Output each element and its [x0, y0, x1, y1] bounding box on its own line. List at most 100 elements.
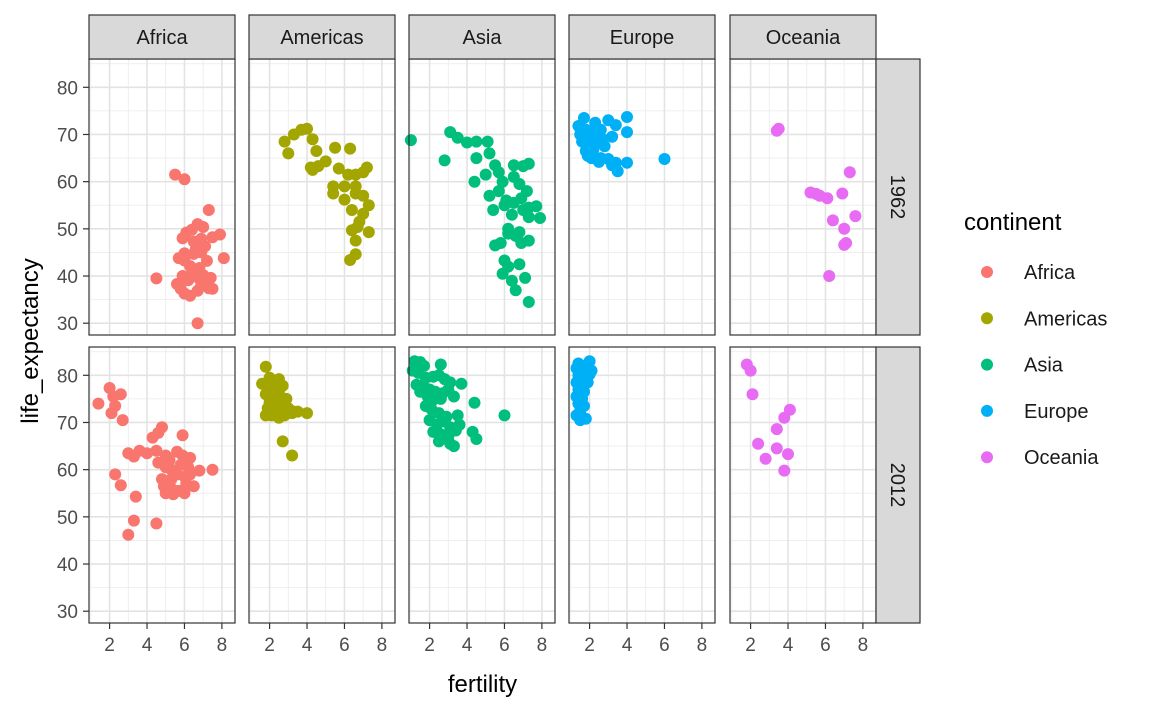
x-tick-label: 8 [697, 635, 708, 656]
x-tick-label: 8 [377, 635, 388, 656]
data-point [306, 163, 319, 176]
data-point [509, 284, 522, 297]
x-tick-label: 8 [217, 635, 228, 656]
x-tick-label: 2 [104, 635, 115, 656]
data-point [105, 407, 118, 420]
y-tick-label: 60 [57, 173, 78, 194]
data-point [451, 131, 464, 144]
x-tick-label: 2 [424, 635, 435, 656]
data-point [455, 377, 468, 390]
data-point [191, 317, 204, 330]
data-point [519, 271, 532, 284]
strip-background [875, 346, 921, 624]
data-point [360, 161, 373, 174]
data-point [282, 147, 295, 160]
data-point [114, 388, 127, 401]
data-point [197, 221, 210, 233]
data-point [530, 200, 543, 213]
data-point [778, 411, 791, 424]
data-point [434, 392, 447, 405]
panel-background [409, 59, 555, 335]
data-point [438, 154, 451, 167]
data-point [191, 284, 204, 297]
data-point [522, 234, 535, 247]
data-point [581, 376, 594, 389]
facet-strip-europe: Europe [568, 14, 716, 60]
legend-title: continent [964, 209, 1062, 236]
data-point [109, 468, 122, 481]
legend-label: Oceania [1024, 447, 1099, 469]
y-axis-title: life_expectancy [17, 258, 44, 423]
data-point [195, 232, 208, 245]
y-tick-label: 70 [57, 125, 78, 146]
data-point [272, 385, 285, 398]
data-point [184, 451, 197, 464]
data-point [178, 487, 191, 500]
data-point [606, 130, 619, 143]
data-point [746, 388, 759, 401]
panel-border [408, 346, 556, 624]
data-point [310, 145, 323, 157]
strip-background [729, 14, 877, 60]
facet-strip-2012: 2012 [875, 346, 921, 624]
panel-border [568, 346, 716, 624]
panel-background [569, 347, 715, 623]
data-point [470, 152, 483, 165]
legend-label: Africa [1024, 262, 1076, 284]
data-point [178, 173, 191, 186]
data-point [193, 464, 206, 477]
legend-item-asia: Asia [981, 355, 1064, 377]
data-point [301, 122, 313, 135]
panel-asia-2012 [406, 346, 556, 624]
data-point [502, 222, 515, 235]
data-point [338, 180, 351, 193]
data-point [849, 210, 862, 223]
y-tick-label: 50 [57, 220, 78, 241]
data-point [522, 211, 535, 224]
data-point [479, 168, 492, 181]
data-point [658, 153, 671, 165]
legend-label: Americas [1024, 308, 1107, 330]
data-point [116, 414, 129, 427]
y-tick-label: 40 [57, 267, 78, 288]
data-point [489, 239, 502, 252]
y-tick-label: 30 [57, 314, 78, 335]
data-point [259, 360, 272, 373]
y-tick-label: 60 [57, 461, 78, 482]
data-point [217, 252, 230, 265]
data-point [826, 214, 839, 227]
data-point [513, 258, 526, 271]
data-point [152, 426, 165, 439]
data-point [609, 156, 622, 169]
facet-strip-label: Asia [463, 27, 503, 49]
facet-row-label: 1962 [886, 175, 908, 220]
x-tick-label: 4 [302, 635, 313, 656]
x-tick-label: 6 [820, 635, 831, 656]
panel-border [248, 346, 396, 624]
data-point [259, 409, 272, 422]
data-point [167, 488, 180, 501]
legend-item-europe: Europe [981, 401, 1089, 423]
data-point [515, 192, 528, 205]
data-point [468, 396, 481, 409]
y-tick-label: 80 [57, 78, 78, 99]
data-point [838, 238, 851, 251]
data-point [278, 135, 291, 148]
data-point [338, 193, 351, 206]
data-point [449, 424, 462, 437]
data-point [404, 134, 417, 147]
data-point [522, 296, 535, 308]
panel-americas-1962 [248, 58, 396, 336]
data-point [286, 449, 299, 462]
strip-background [248, 14, 396, 60]
data-point [447, 440, 460, 453]
panel-africa-2012 [88, 346, 236, 624]
facet-strip-asia: Asia [408, 14, 556, 60]
data-point [451, 409, 464, 422]
legend-key [981, 451, 993, 464]
panel-europe-1962 [568, 58, 716, 336]
data-point [214, 228, 226, 241]
data-point [470, 135, 483, 148]
panel-oceania-2012 [729, 346, 877, 624]
